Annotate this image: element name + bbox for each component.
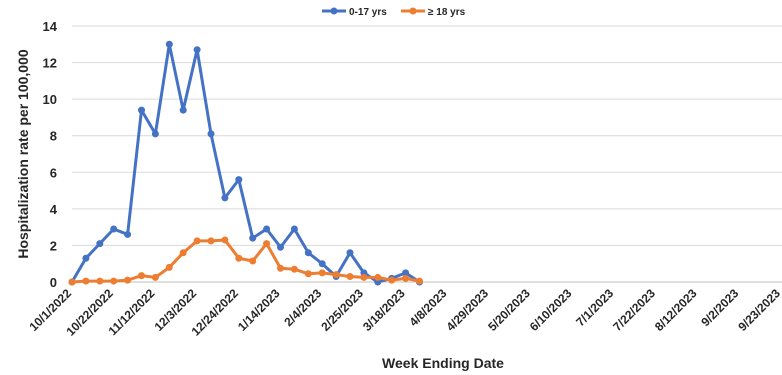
data-point <box>416 277 423 285</box>
data-point <box>165 40 173 48</box>
data-point <box>249 234 257 242</box>
x-tick-label: 4/29/2023 <box>443 286 491 334</box>
data-point <box>124 230 132 238</box>
x-tick-label: 3/18/2023 <box>360 286 408 334</box>
series-lines <box>68 40 423 286</box>
data-point <box>402 274 410 282</box>
data-point <box>110 277 118 285</box>
data-point <box>249 257 257 265</box>
data-point <box>346 249 354 257</box>
data-point <box>82 254 90 262</box>
series-1 <box>68 236 423 286</box>
x-tick-label: 7/1/2023 <box>573 286 616 329</box>
data-point <box>374 273 382 281</box>
legend-marker-18 <box>409 7 417 15</box>
data-point <box>360 273 368 281</box>
data-point <box>68 278 76 286</box>
data-point <box>221 236 229 244</box>
data-point <box>193 46 201 54</box>
data-point <box>263 240 271 248</box>
data-point <box>290 225 298 233</box>
data-point <box>151 130 159 138</box>
data-point <box>332 271 340 279</box>
legend: 0-17 yrs ≥ 18 yrs <box>322 7 466 18</box>
data-point <box>151 273 159 281</box>
legend-marker-0-17 <box>330 7 338 15</box>
y-tick-label: 4 <box>50 202 58 217</box>
data-point <box>138 272 145 280</box>
data-point <box>124 276 132 284</box>
data-point <box>179 106 187 114</box>
y-tick-label: 14 <box>43 19 58 34</box>
data-point <box>221 194 229 202</box>
data-point <box>207 237 215 245</box>
x-tick-label: 4/8/2023 <box>406 286 449 329</box>
data-point <box>277 243 284 251</box>
data-point <box>82 277 90 285</box>
data-point <box>290 265 298 273</box>
y-tick-label: 0 <box>50 275 57 290</box>
data-point <box>402 269 410 277</box>
y-tick-label: 2 <box>50 238 57 253</box>
y-tick-labels: 0 2 4 6 8 10 12 14 <box>43 19 58 290</box>
data-point <box>277 264 284 272</box>
x-tick-label: 5/20/2023 <box>485 286 533 334</box>
y-tick-label: 6 <box>50 165 57 180</box>
data-point <box>346 273 354 281</box>
data-point <box>318 269 326 277</box>
data-point <box>179 249 187 257</box>
data-point <box>193 237 201 245</box>
data-point <box>263 225 271 233</box>
data-point <box>138 106 145 114</box>
x-tick-label: 2/4/2023 <box>281 286 324 329</box>
data-point <box>318 260 326 268</box>
x-tick-label: 2/25/2023 <box>318 286 366 334</box>
data-point <box>304 249 312 257</box>
legend-label-18: ≥ 18 yrs <box>428 7 466 18</box>
x-tick-label: 7/22/2023 <box>610 286 658 334</box>
x-tick-label: 9/2/2023 <box>698 286 741 329</box>
data-point <box>96 277 104 285</box>
grid-lines <box>72 25 782 283</box>
y-tick-label: 10 <box>43 92 57 107</box>
x-tick-label: 6/10/2023 <box>527 286 575 334</box>
legend-label-0-17: 0-17 yrs <box>349 7 387 18</box>
data-point <box>235 176 243 184</box>
x-axis-title: Week Ending Date <box>382 355 504 371</box>
data-point <box>235 254 243 262</box>
x-tick-labels: 10/1/202210/22/202211/12/202212/3/202212… <box>26 286 782 339</box>
x-tick-label: 8/12/2023 <box>652 286 700 334</box>
y-tick-label: 12 <box>43 56 57 71</box>
x-tick-label: 9/23/2023 <box>735 286 782 334</box>
series-0 <box>68 40 423 286</box>
x-tick-label: 1/14/2023 <box>235 286 283 334</box>
data-point <box>165 263 173 271</box>
data-point <box>96 240 104 248</box>
y-axis-title: Hospitalization rate per 100,000 <box>15 49 31 259</box>
y-tick-label: 8 <box>50 129 57 144</box>
data-point <box>388 276 396 284</box>
data-point <box>304 270 312 278</box>
data-point <box>207 130 215 138</box>
data-point <box>110 225 118 233</box>
series-line <box>70 42 421 284</box>
